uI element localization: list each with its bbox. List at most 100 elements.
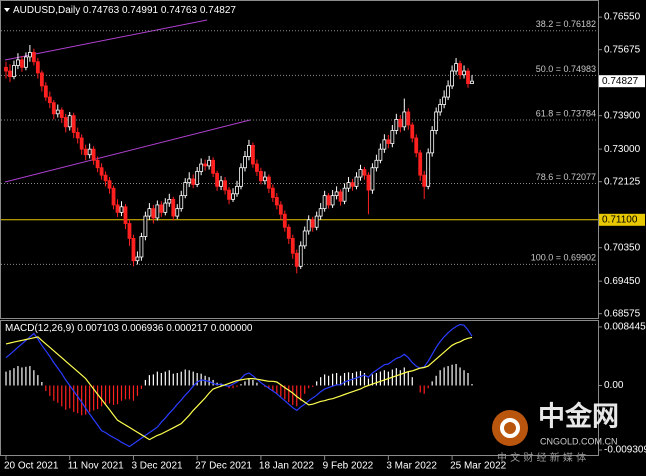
candle-body (386, 139, 391, 144)
candle-body (370, 167, 375, 191)
candle-body (163, 202, 168, 213)
high-value: 0.74991 (122, 5, 159, 16)
candle-body (259, 171, 263, 182)
candle-body (55, 109, 60, 115)
candle-body (235, 185, 239, 195)
fib-label: 78.6 = 0.72077 (536, 172, 596, 182)
candle-body (358, 169, 363, 178)
candle-body (390, 130, 395, 144)
candle-body (454, 63, 458, 72)
candle-body (374, 159, 379, 169)
price-line-label: 0.71100 (602, 214, 638, 225)
candle-body (426, 152, 431, 187)
candle-body (215, 172, 219, 187)
candle-body (362, 169, 367, 176)
main-panel-frame (0, 0, 599, 319)
candle-body (127, 223, 132, 239)
candle-body (378, 148, 383, 161)
x-tick-label: 9 Feb 2022 (323, 461, 374, 472)
candle-body (4, 66, 8, 72)
watermark-logo (500, 418, 520, 438)
candle-body (282, 213, 287, 228)
fib-label: 61.8 = 0.73784 (536, 108, 596, 118)
candle-body (314, 215, 319, 228)
signal-value: 0.006936 (122, 323, 164, 334)
y-tick-label: 0.68575 (604, 308, 641, 319)
low-value: 0.74763 (161, 5, 198, 16)
candle-body (191, 178, 196, 185)
candle-body (12, 65, 16, 78)
candle-body (151, 208, 156, 219)
candle-body (51, 102, 56, 115)
candle-body (183, 182, 188, 197)
candle-body (414, 137, 419, 154)
candle-body (179, 195, 184, 210)
candle-body (290, 238, 295, 254)
candle-body (402, 111, 407, 128)
fib-label: 100.0 = 0.69902 (531, 253, 596, 263)
candle-body (231, 193, 235, 200)
candle-body (430, 130, 435, 154)
candle-body (326, 195, 331, 206)
candle-body (115, 204, 120, 213)
watermark: 中金网 CNGOLD.COM.CN 中 文 财 经 新 媒 体 (492, 401, 619, 464)
candle-body (111, 187, 116, 206)
candle-body (24, 56, 28, 68)
chart-header: AUDUSD,Daily 0.74763 0.74991 0.74763 0.7… (13, 5, 236, 16)
candle-body (255, 163, 259, 172)
candle-body (406, 111, 411, 126)
y-tick-label: 0.73900 (604, 110, 641, 121)
watermark-slogan: 中 文 财 经 新 媒 体 (497, 451, 586, 464)
candle-body (398, 118, 403, 128)
candle-body (366, 174, 371, 191)
y-tick-label: -0.009309 (604, 445, 646, 456)
candle-body (470, 80, 474, 84)
candle-body (75, 132, 80, 139)
y-tick-label: 0.76550 (604, 12, 641, 23)
candle-body (35, 61, 40, 74)
candle-body (59, 109, 64, 118)
candle-body (251, 145, 255, 165)
candle-body (107, 180, 112, 189)
candle-body (27, 52, 32, 58)
candle-body (167, 198, 172, 204)
candle-body (155, 204, 160, 219)
candle-body (119, 206, 124, 213)
candle-body (147, 208, 152, 217)
candle-body (20, 59, 24, 68)
candle-body (318, 208, 323, 217)
signal-line (5, 336, 473, 441)
close-value: 0.74827 (200, 5, 237, 16)
channel-line (4, 119, 251, 183)
candle-body (223, 180, 227, 191)
candle-body (243, 156, 247, 169)
candle-body (294, 252, 299, 267)
y-tick-label: 0.00 (604, 380, 624, 391)
x-tick-label: 18 Jan 2022 (259, 461, 314, 472)
fib-label: 50.0 = 0.74983 (536, 64, 596, 74)
candle-body (302, 230, 307, 247)
macd-panel-frame (0, 320, 599, 456)
macd-header: MACD(12,26,9) 0.007103 0.006936 0.000217… (5, 323, 253, 334)
macd-value: 0.007103 (77, 323, 119, 334)
candle-body (270, 187, 275, 198)
candle-body (274, 197, 279, 206)
candle-body (79, 137, 84, 150)
chart-title: AUDUSD,Daily (13, 5, 80, 16)
candle-body (227, 189, 231, 200)
candle-body (203, 163, 208, 167)
candle-body (219, 180, 223, 187)
candle-body (95, 159, 100, 169)
candle-body (334, 191, 339, 197)
channel-line (4, 19, 208, 61)
candle-body (350, 182, 355, 187)
watermark-logo (492, 410, 528, 446)
watermark-domain: CNGOLD.COM.CN (540, 436, 618, 446)
candle-body (135, 256, 140, 262)
x-tick-label: 25 Mar 2022 (450, 461, 507, 472)
candle-body (175, 208, 180, 217)
candle-body (286, 226, 291, 239)
candle-body (418, 152, 423, 176)
candle-body (239, 167, 243, 187)
